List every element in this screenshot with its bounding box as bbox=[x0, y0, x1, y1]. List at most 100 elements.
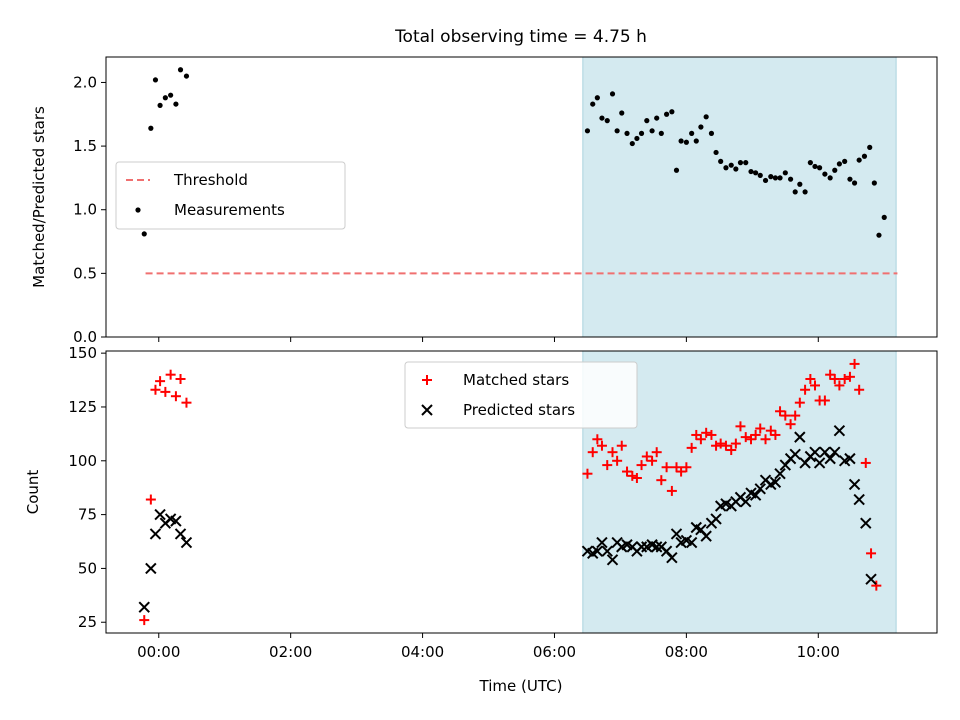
measurement-point bbox=[708, 130, 715, 136]
measurement-point bbox=[817, 165, 823, 171]
matched-star-point bbox=[607, 447, 618, 458]
predicted-star-point bbox=[853, 493, 865, 506]
predicted-star-point bbox=[848, 478, 861, 491]
x-tick-label: 04:00 bbox=[401, 643, 444, 661]
measurement-point bbox=[638, 130, 645, 136]
matched-star-point bbox=[612, 455, 623, 466]
observing-span-top bbox=[582, 57, 897, 337]
measurement-point bbox=[673, 167, 680, 173]
measurement-point bbox=[703, 114, 709, 120]
predicted-star-point bbox=[650, 541, 663, 553]
y-tick-label: 0.5 bbox=[73, 264, 97, 282]
legend-predicted-swatch bbox=[421, 404, 433, 416]
measurement-point bbox=[183, 73, 190, 79]
y-tick-label: 50 bbox=[78, 559, 97, 577]
measurement-point bbox=[787, 176, 794, 182]
measurement-point bbox=[733, 166, 739, 172]
legend-measurement-swatch bbox=[135, 207, 141, 213]
measurement-point bbox=[649, 128, 655, 134]
matched-star-point bbox=[849, 358, 860, 369]
measurement-point bbox=[867, 144, 873, 150]
matched-star-point bbox=[720, 440, 731, 451]
predicted-star-point bbox=[149, 528, 162, 540]
top-panel: 0.00.51.01.52.0 Matched/Predicted stars … bbox=[30, 56, 938, 346]
measurement-point bbox=[757, 172, 763, 178]
legend-box bbox=[404, 361, 638, 429]
measurement-point bbox=[861, 153, 868, 159]
matched-star-point bbox=[775, 406, 786, 417]
predicted-star-point bbox=[740, 495, 752, 508]
measurement-point bbox=[624, 130, 630, 136]
y-tick-label: 125 bbox=[68, 398, 97, 416]
matched-star-point bbox=[666, 485, 677, 496]
matched-star-point bbox=[871, 580, 882, 591]
matched-star-point bbox=[755, 423, 766, 434]
matched-star-point bbox=[860, 457, 871, 468]
y-tick-label: 75 bbox=[78, 506, 97, 524]
measurement-point bbox=[802, 189, 808, 195]
predicted-star-point bbox=[833, 424, 846, 437]
predicted-star-point bbox=[754, 483, 766, 495]
legend-label: Threshold bbox=[173, 171, 248, 189]
y-tick-label: 1.5 bbox=[73, 137, 97, 155]
matched-star-point bbox=[641, 451, 652, 462]
matched-star-point bbox=[794, 397, 805, 408]
top-y-axis-label: Matched/Predicted stars bbox=[30, 106, 48, 288]
matched-star-point bbox=[150, 384, 161, 395]
measurement-point bbox=[177, 67, 184, 73]
top-axes-frame bbox=[105, 56, 938, 338]
predicted-star-point bbox=[670, 528, 683, 540]
measurement-point bbox=[782, 170, 788, 176]
matched-star-point bbox=[780, 410, 791, 421]
predicted-star-point bbox=[769, 476, 782, 489]
measurement-point bbox=[777, 175, 783, 181]
matched-star-point bbox=[582, 468, 593, 479]
matched-star-point bbox=[785, 419, 796, 430]
predicted-star-point bbox=[794, 431, 806, 443]
predicted-star-point bbox=[865, 573, 877, 585]
measurement-point bbox=[689, 130, 695, 136]
predicted-star-point bbox=[601, 545, 613, 557]
matched-star-point bbox=[181, 397, 192, 408]
predicted-star-point bbox=[824, 452, 836, 465]
matched-star-point bbox=[844, 371, 855, 382]
matched-star-point bbox=[651, 447, 662, 458]
measurement-point bbox=[822, 171, 828, 177]
measurement-point bbox=[768, 174, 774, 180]
matched-star-point bbox=[636, 460, 647, 471]
matched-star-point bbox=[706, 429, 717, 440]
measurement-point bbox=[807, 160, 813, 166]
matched-star-point bbox=[726, 445, 737, 456]
matched-star-point bbox=[829, 373, 840, 384]
matched-star-point bbox=[711, 440, 722, 451]
y-tick-label: 150 bbox=[68, 344, 97, 362]
matched-star-point bbox=[809, 380, 820, 391]
measurement-point bbox=[584, 128, 591, 134]
predicted-star-point bbox=[596, 536, 608, 549]
measurement-point bbox=[152, 77, 159, 83]
matched-star-point bbox=[740, 432, 751, 443]
matched-star-point bbox=[760, 434, 771, 445]
measurement-point bbox=[871, 180, 877, 186]
measurement-point bbox=[713, 149, 719, 156]
legend-label: Predicted stars bbox=[463, 401, 575, 419]
matched-star-point bbox=[866, 548, 877, 559]
bottom-y-axis-label: Count bbox=[24, 470, 42, 515]
measurement-point bbox=[683, 139, 689, 145]
predicted-star-point bbox=[174, 528, 187, 540]
measurement-point bbox=[881, 214, 887, 220]
predicted-star-point bbox=[180, 536, 193, 549]
predicted-star-point bbox=[170, 515, 182, 527]
measurement-point bbox=[876, 232, 882, 238]
predicted-star-point bbox=[666, 551, 678, 564]
measurement-point bbox=[792, 189, 798, 195]
predicted-star-point bbox=[860, 517, 872, 529]
measurement-point bbox=[168, 92, 174, 98]
measurement-point bbox=[678, 138, 684, 144]
matched-star-point bbox=[800, 384, 811, 395]
predicted-star-point bbox=[138, 601, 150, 613]
matched-star-point bbox=[750, 429, 761, 440]
matched-star-point bbox=[602, 460, 613, 471]
predicted-star-point bbox=[774, 467, 786, 480]
